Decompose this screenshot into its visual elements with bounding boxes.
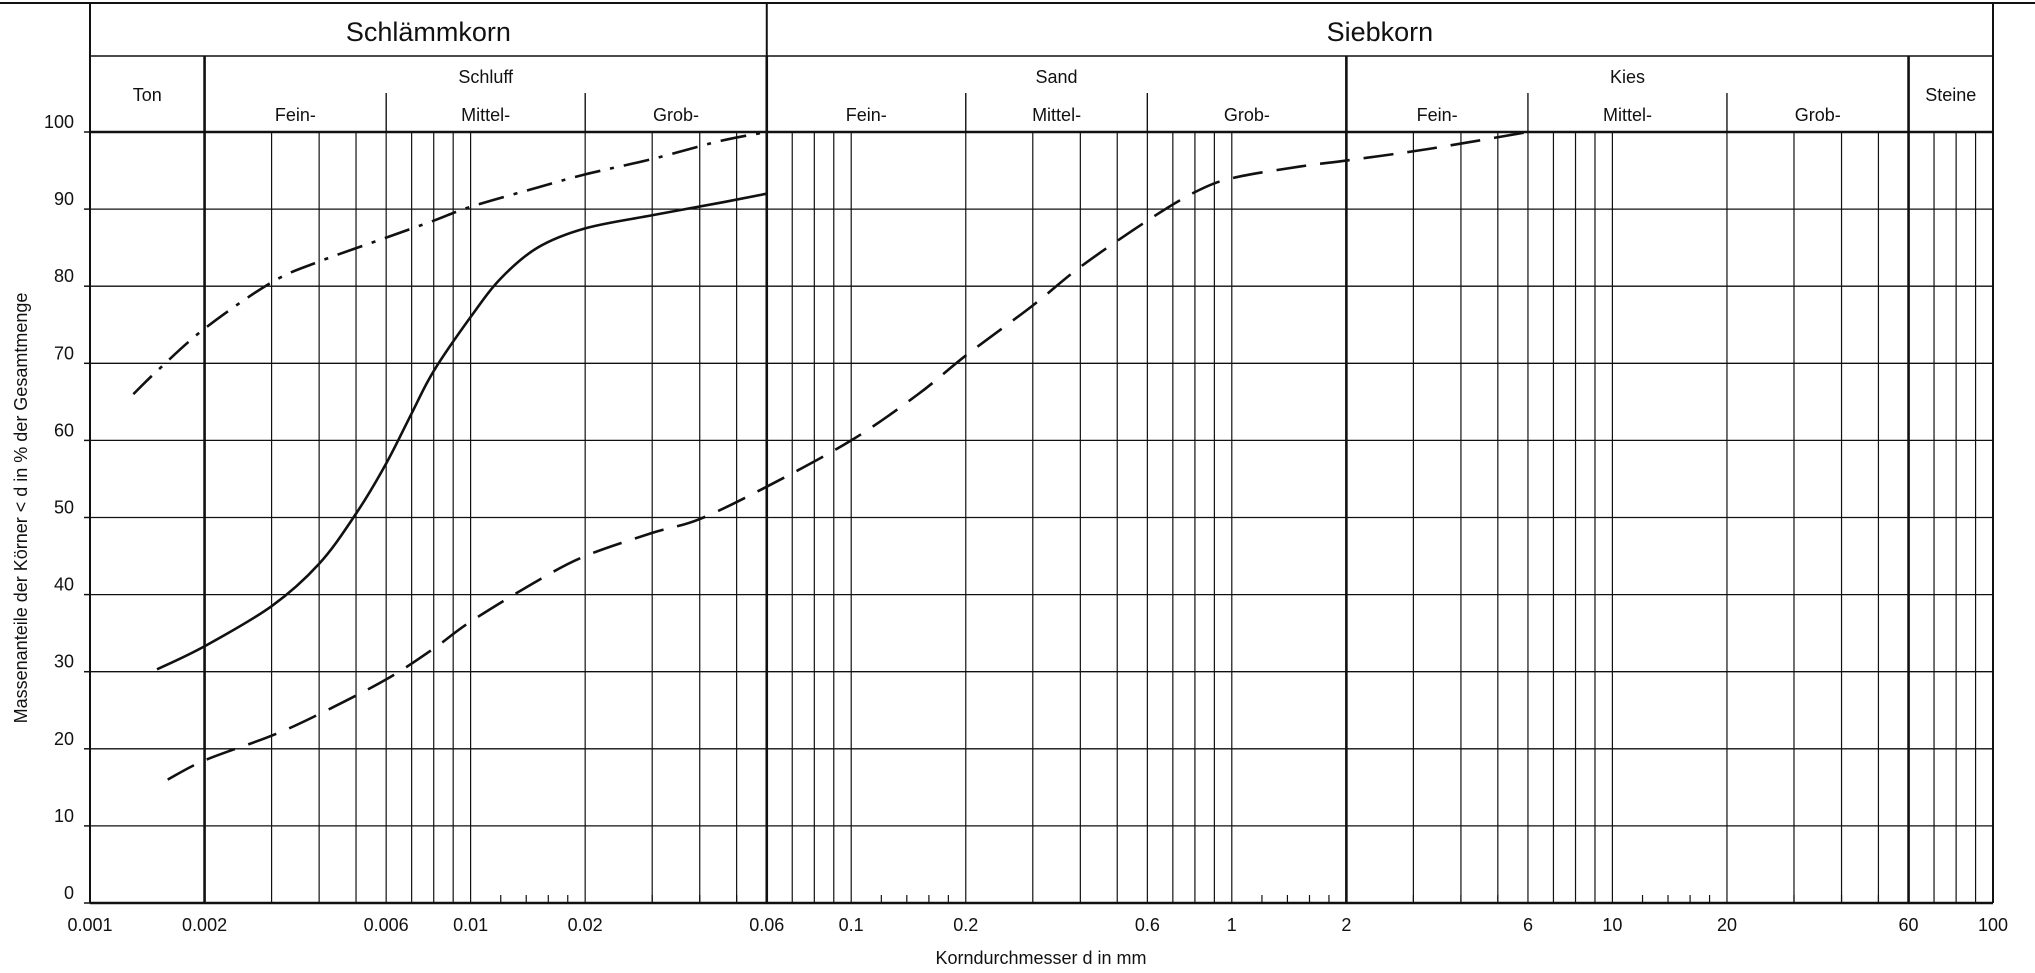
- header-fraction-label: Sand: [1036, 67, 1078, 87]
- x-tick-label: 100: [1978, 915, 2008, 935]
- y-tick-label: 0: [64, 883, 74, 903]
- x-tick-label: 60: [1899, 915, 1919, 935]
- header-subfraction-label: Mittel-: [461, 105, 510, 125]
- header-subfraction-label: Mittel-: [1032, 105, 1081, 125]
- x-tick-label: 0.01: [453, 915, 488, 935]
- header-fraction-label: Ton: [133, 85, 162, 105]
- x-tick-label: 0.6: [1135, 915, 1160, 935]
- x-tick-label: 20: [1717, 915, 1737, 935]
- x-tick-label: 0.001: [67, 915, 112, 935]
- y-tick-label: 90: [54, 189, 74, 209]
- x-tick-label: 0.06: [749, 915, 784, 935]
- x-axis-title: Korndurchmesser d in mm: [935, 948, 1146, 968]
- y-tick-label: 50: [54, 498, 74, 518]
- x-tick-label: 0.002: [182, 915, 227, 935]
- y-tick-label: 10: [54, 806, 74, 826]
- x-tick-label: 0.02: [568, 915, 603, 935]
- header-fraction-label: Kies: [1610, 67, 1645, 87]
- series-line-dash-dot: [132, 130, 768, 396]
- header-group-label: Schlämmkorn: [346, 17, 511, 47]
- y-tick-label: 80: [54, 266, 74, 286]
- header-subfraction-label: Fein-: [1417, 105, 1458, 125]
- y-tick-label: 60: [54, 420, 74, 440]
- y-tick-label: 70: [54, 343, 74, 363]
- x-tick-label: 2: [1341, 915, 1351, 935]
- header-subfraction-label: Fein-: [275, 105, 316, 125]
- y-tick-label: 40: [54, 575, 74, 595]
- y-tick-label: 30: [54, 652, 74, 672]
- x-tick-label: 0.006: [364, 915, 409, 935]
- x-tick-label: 1: [1227, 915, 1237, 935]
- header-group-label: Siebkorn: [1327, 17, 1434, 47]
- header-subfraction-label: Fein-: [846, 105, 887, 125]
- y-axis-title: Massenanteile der Körner < d in % der Ge…: [11, 293, 31, 724]
- header-subfraction-label: Grob-: [653, 105, 699, 125]
- x-tick-label: 6: [1523, 915, 1533, 935]
- header-subfraction-label: Mittel-: [1603, 105, 1652, 125]
- header-fraction-label: Schluff: [458, 67, 514, 87]
- x-tick-label: 0.2: [953, 915, 978, 935]
- header-fraction-label: Steine: [1925, 85, 1976, 105]
- y-tick-label: 20: [54, 729, 74, 749]
- x-tick-label: 0.1: [839, 915, 864, 935]
- header-subfraction-label: Grob-: [1795, 105, 1841, 125]
- header-subfraction-label: Grob-: [1224, 105, 1270, 125]
- x-tick-label: 10: [1602, 915, 1622, 935]
- series-line-dashed: [167, 130, 1529, 781]
- y-tick-label: 100: [44, 112, 74, 132]
- series-line-solid: [156, 192, 768, 671]
